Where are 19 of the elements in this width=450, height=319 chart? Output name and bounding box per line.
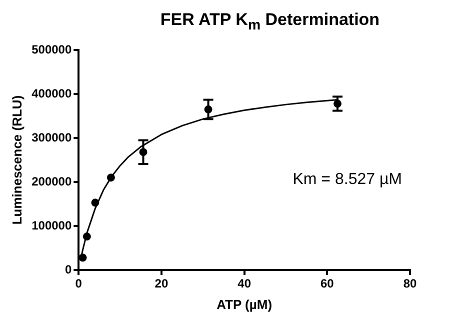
y-axis-title: Luminescence (RLU) xyxy=(9,95,24,225)
y-tick-label: 500000 xyxy=(32,42,72,56)
x-tick-label: 0 xyxy=(75,276,82,291)
y-tick-label: 100000 xyxy=(32,218,72,232)
x-axis-title: ATP (µM) xyxy=(216,296,272,312)
chart-title: FER ATP K$_{m}$ Determination xyxy=(159,10,381,34)
x-tick-label: 40 xyxy=(238,276,252,291)
point xyxy=(91,198,100,207)
y-tick-label: 0 xyxy=(64,262,72,276)
y-tick-label: 400000 xyxy=(32,86,72,100)
annotation: Km = 8.527 µM xyxy=(292,171,402,188)
x-tick-label: 60 xyxy=(320,276,334,291)
x-tick-label: 20 xyxy=(154,276,168,291)
point xyxy=(106,174,115,182)
point xyxy=(82,232,91,241)
x-tick-label: 80 xyxy=(403,276,417,291)
point xyxy=(78,254,87,262)
y-tick-label: 200000 xyxy=(32,174,72,188)
y-tick-label: 300000 xyxy=(32,130,72,144)
